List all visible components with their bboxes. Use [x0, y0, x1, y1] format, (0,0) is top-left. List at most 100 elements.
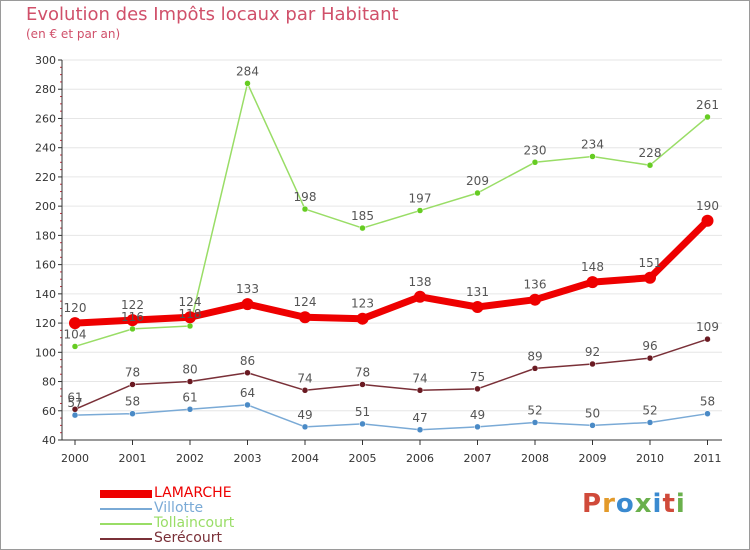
legend-item-tollaincourt: Tollaincourt — [100, 516, 234, 531]
data-label: 49 — [470, 408, 485, 422]
legend-label-tollaincourt: Tollaincourt — [154, 515, 235, 531]
data-label: 74 — [412, 371, 427, 385]
data-point — [301, 205, 309, 213]
data-label: 185 — [351, 209, 374, 223]
y-tick-label: 120 — [35, 317, 56, 330]
data-point — [129, 410, 136, 417]
data-label: 58 — [125, 395, 140, 409]
logo-letter: i — [675, 489, 686, 519]
data-point — [531, 365, 539, 372]
data-point — [416, 387, 424, 394]
data-label: 209 — [466, 174, 489, 188]
data-point — [704, 410, 711, 417]
data-point — [359, 224, 366, 232]
legend-item-villotte: Villotte — [100, 501, 234, 516]
x-tick-label: 2007 — [464, 452, 492, 465]
data-point — [244, 401, 251, 409]
data-label: 61 — [182, 390, 197, 404]
data-label: 197 — [409, 192, 432, 206]
y-tick-label: 220 — [35, 171, 56, 184]
data-label: 123 — [351, 297, 374, 311]
data-label: 89 — [527, 349, 542, 363]
data-label: 58 — [700, 395, 715, 409]
x-tick-label: 2009 — [579, 452, 607, 465]
data-label: 138 — [409, 275, 432, 289]
data-label: 230 — [524, 143, 547, 157]
logo-letter: P — [582, 489, 603, 519]
data-point — [184, 311, 196, 324]
data-point — [126, 314, 139, 327]
data-point — [646, 419, 654, 426]
y-tick-label: 100 — [35, 346, 56, 359]
data-point — [244, 369, 251, 377]
legend-item-lamarche: LAMARCHE — [100, 486, 234, 501]
data-point — [471, 301, 484, 313]
y-tick-label: 240 — [35, 142, 56, 155]
data-point — [356, 312, 369, 325]
data-point — [474, 385, 481, 393]
data-label: 52 — [527, 403, 542, 417]
data-label: 136 — [524, 278, 547, 292]
data-label: 61 — [67, 390, 82, 404]
data-point — [414, 290, 426, 303]
data-label: 50 — [585, 406, 600, 420]
data-label: 131 — [466, 285, 489, 299]
data-label: 198 — [294, 190, 317, 204]
data-point — [244, 80, 251, 87]
data-label: 109 — [696, 320, 719, 334]
y-tick-label: 40 — [42, 434, 56, 447]
data-label: 124 — [294, 295, 317, 309]
data-label: 284 — [236, 64, 259, 78]
y-tick-label: 180 — [35, 229, 56, 242]
data-point — [589, 422, 596, 429]
y-tick-label: 300 — [35, 54, 56, 67]
x-tick-label: 2011 — [694, 452, 722, 465]
data-point — [704, 335, 711, 343]
data-label: 228 — [639, 146, 662, 160]
legend-label-lamarche: LAMARCHE — [154, 485, 232, 501]
y-tick-label: 260 — [35, 112, 56, 125]
data-label: 78 — [355, 365, 370, 379]
data-label: 80 — [182, 363, 197, 377]
data-label: 104 — [64, 327, 87, 341]
data-point — [129, 381, 136, 388]
legend-swatch-tollaincourt — [100, 522, 152, 525]
x-tick-label: 2000 — [61, 452, 89, 465]
data-point — [704, 113, 711, 121]
logo-letter: o — [615, 489, 635, 519]
y-tick-label: 140 — [35, 288, 56, 301]
x-tick-label: 2005 — [349, 452, 377, 465]
data-point — [416, 207, 424, 214]
data-point — [301, 423, 309, 431]
chart-subtitle: (en € et par an) — [26, 27, 121, 41]
x-tick-label: 2001 — [119, 452, 147, 465]
data-point — [531, 159, 539, 166]
logo-letter: x — [634, 489, 653, 519]
data-point — [586, 276, 599, 289]
data-point — [186, 378, 194, 385]
proxiti-logo: Proxiti — [582, 489, 686, 519]
data-point — [529, 293, 541, 306]
data-label: 74 — [297, 371, 312, 385]
data-point — [701, 214, 714, 227]
data-label: 190 — [696, 199, 719, 213]
data-point — [646, 161, 654, 169]
data-label: 261 — [696, 98, 719, 112]
data-point — [359, 420, 366, 428]
logo-letter: i — [652, 489, 663, 519]
data-point — [301, 387, 309, 394]
data-label: 78 — [125, 365, 140, 379]
series-line-tollaincourt — [74, 82, 709, 348]
data-point — [241, 298, 254, 311]
legend-item-serecourt: Serécourt — [100, 531, 234, 546]
x-tick-label: 2006 — [406, 452, 434, 465]
series-line-villotte — [74, 404, 709, 431]
legend-swatch-lamarche — [100, 489, 152, 498]
data-point — [186, 322, 194, 330]
legend-label-villotte: Villotte — [154, 500, 204, 516]
x-tick-label: 2002 — [176, 452, 204, 465]
x-tick-label: 2003 — [234, 452, 262, 465]
series-line-lamarche — [71, 217, 711, 327]
data-point — [644, 271, 656, 284]
